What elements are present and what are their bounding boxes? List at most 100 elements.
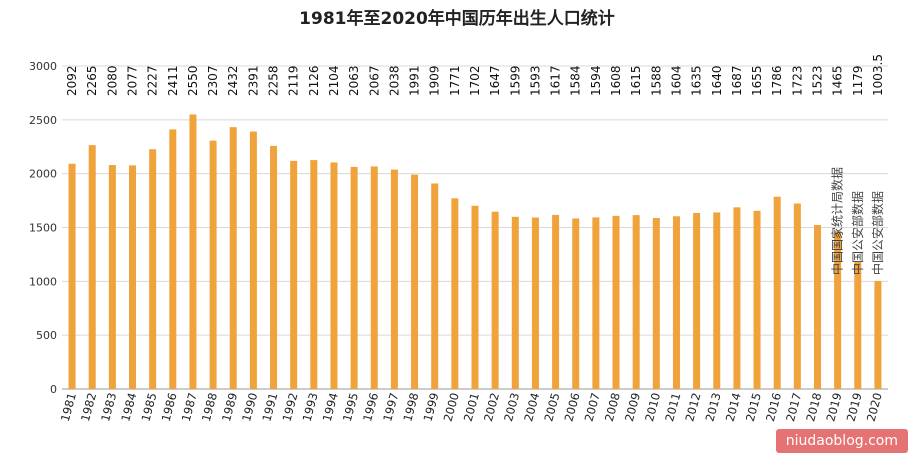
x-tick-label: 1997 (380, 391, 401, 423)
data-label: 1702 (468, 65, 482, 96)
bar (451, 198, 459, 389)
bar (491, 211, 499, 389)
bar (88, 145, 96, 389)
bar (149, 149, 157, 389)
bars (68, 114, 882, 390)
data-label: 2227 (146, 65, 160, 96)
data-label: 2391 (246, 65, 260, 96)
x-tick-label: 1983 (98, 391, 119, 423)
bar (390, 169, 398, 389)
bar (249, 131, 257, 389)
bar (169, 129, 177, 390)
annotation-label: 中国公安部数据 (850, 191, 865, 275)
data-label: 2067 (367, 65, 381, 96)
bar (229, 127, 237, 389)
bar (471, 205, 479, 389)
data-label: 1465 (831, 65, 845, 96)
data-label: 2092 (65, 65, 79, 96)
data-label: 1723 (790, 65, 804, 96)
x-tick-label: 2001 (461, 391, 482, 423)
x-tick-label: 2013 (703, 391, 724, 423)
x-tick-label: 1992 (279, 391, 300, 423)
y-tick-label: 500 (36, 329, 57, 342)
x-tick-label: 2017 (783, 391, 804, 423)
y-tick-label: 2000 (29, 168, 57, 181)
annotation-label: 中国国家统计局数据 (830, 167, 845, 275)
bar (834, 231, 842, 389)
bar (693, 212, 701, 389)
x-tick-label: 1986 (159, 391, 180, 423)
data-label: 2258 (267, 65, 281, 96)
x-tick-label: 2011 (662, 391, 683, 423)
bar (612, 215, 620, 389)
data-label: 1640 (710, 65, 724, 96)
x-tick-label: 2006 (562, 391, 583, 423)
data-label: 2411 (166, 65, 180, 96)
data-label: 1523 (810, 65, 824, 96)
bar (511, 216, 519, 389)
y-tick-label: 0 (50, 383, 57, 396)
data-label: 1615 (629, 65, 643, 96)
data-label: 2126 (307, 65, 321, 96)
data-label: 1647 (488, 65, 502, 96)
bar (733, 207, 741, 389)
annotation-label: 中国公安部数据 (870, 191, 885, 275)
bar (592, 217, 600, 389)
bar (270, 145, 278, 389)
bar (552, 214, 560, 389)
x-axis: 1981 1982 1983 1984 1985 1986 1987 1988 1989 1990… (58, 391, 885, 423)
data-label: 2550 (186, 65, 200, 96)
x-tick-label: 2020 (864, 391, 885, 423)
data-label: 1687 (730, 65, 744, 96)
x-tick-label: 1994 (320, 391, 341, 423)
data-label: 1617 (549, 65, 563, 96)
data-label: 2038 (387, 65, 401, 96)
x-tick-label: 1989 (219, 391, 240, 423)
bar (68, 163, 76, 389)
x-tick-label: 2005 (541, 391, 562, 423)
data-label: 2063 (347, 65, 361, 96)
bar (813, 225, 821, 389)
bar (572, 218, 580, 389)
bar (350, 166, 358, 389)
x-tick-label: 2014 (723, 391, 744, 423)
chart-title: 1981年至2020年中国历年出生人口统计 (299, 8, 615, 29)
data-label: 1604 (669, 65, 683, 96)
bar (773, 196, 781, 389)
watermark: niudaoblog.com (775, 429, 908, 453)
data-label: 2077 (126, 65, 140, 96)
data-label: 2307 (206, 65, 220, 96)
y-tick-label: 3000 (29, 60, 57, 73)
data-label: 1786 (770, 65, 784, 96)
bar (874, 280, 882, 389)
x-tick-label: 1995 (340, 391, 361, 423)
bar (108, 165, 116, 389)
x-tick-label: 1988 (199, 391, 220, 423)
data-label: 1909 (428, 65, 442, 96)
x-tick-label: 1982 (78, 391, 99, 423)
data-label: 1599 (508, 65, 522, 96)
data-label: 1584 (569, 65, 583, 96)
x-tick-label: 1990 (239, 391, 260, 423)
x-tick-label: 1981 (58, 391, 79, 423)
y-tick-label: 1500 (29, 222, 57, 235)
data-label: 1608 (609, 65, 623, 96)
x-tick-label: 1984 (118, 391, 139, 423)
data-label: 1635 (690, 65, 704, 96)
data-label: 1594 (589, 65, 603, 96)
x-tick-label: 2002 (481, 391, 502, 423)
x-tick-label: 2019 (844, 391, 865, 423)
bar (209, 140, 217, 389)
y-tick-label: 2500 (29, 114, 57, 127)
data-label: 1991 (408, 65, 422, 96)
bar (753, 210, 761, 389)
data-label: 2119 (287, 65, 301, 96)
x-tick-label: 1985 (138, 391, 159, 423)
x-tick-label: 2009 (622, 391, 643, 423)
x-tick-label: 2004 (521, 391, 542, 423)
bar (854, 262, 862, 389)
data-labels: 2092 2265 2080 2077 2227 2411 2550 2307 2432 2391… (65, 54, 885, 96)
bar (310, 160, 318, 389)
bar (370, 166, 378, 389)
x-tick-label: 2008 (602, 391, 623, 423)
